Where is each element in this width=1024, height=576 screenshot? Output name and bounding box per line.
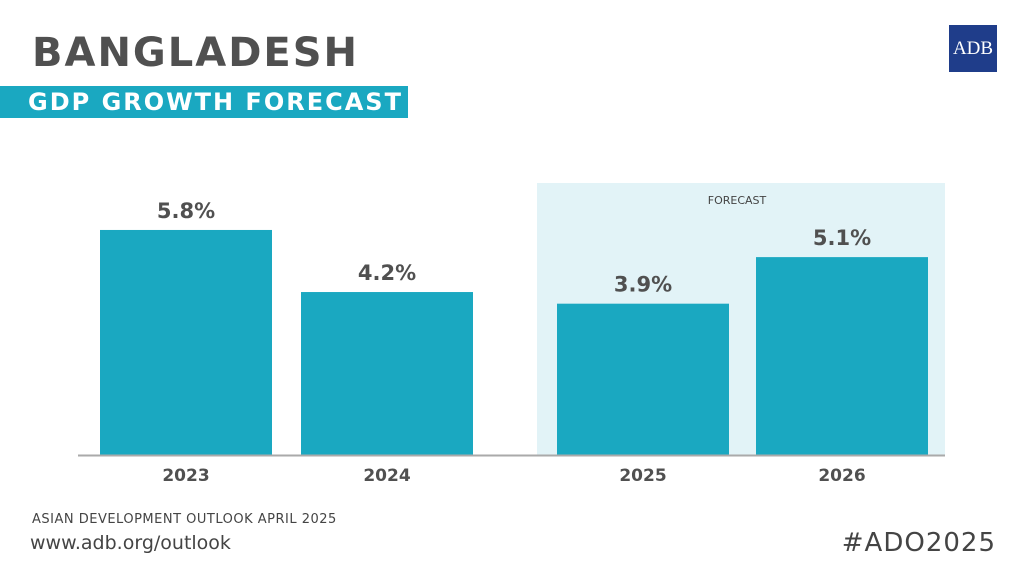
data-label-2026: 5.1%: [813, 226, 871, 250]
data-label-2025: 3.9%: [614, 273, 672, 297]
bar-2026: [756, 257, 928, 455]
bar-2023: [100, 229, 272, 455]
x-tick-2024: 2024: [363, 466, 410, 486]
x-tick-2026: 2026: [818, 466, 865, 486]
hashtag: #ADO2025: [841, 528, 996, 558]
data-label-2023: 5.8%: [157, 199, 215, 223]
source-note: ASIAN DEVELOPMENT OUTLOOK APRIL 2025: [32, 512, 337, 527]
x-tick-2025: 2025: [619, 466, 666, 486]
adb-logo: ADB: [949, 25, 997, 72]
logo-text: ADB: [952, 37, 994, 59]
data-label-2024: 4.2%: [358, 261, 416, 285]
bar-2025: [557, 303, 729, 455]
bar-2024: [301, 292, 473, 455]
page-subtitle: GDP GROWTH FORECAST: [28, 88, 403, 116]
website-link[interactable]: www.adb.org/outlook: [30, 532, 231, 554]
x-tick-2023: 2023: [162, 466, 209, 486]
page-title: BANGLADESH: [32, 30, 360, 76]
subtitle-band: [0, 86, 408, 118]
forecast-label: FORECAST: [708, 194, 767, 207]
